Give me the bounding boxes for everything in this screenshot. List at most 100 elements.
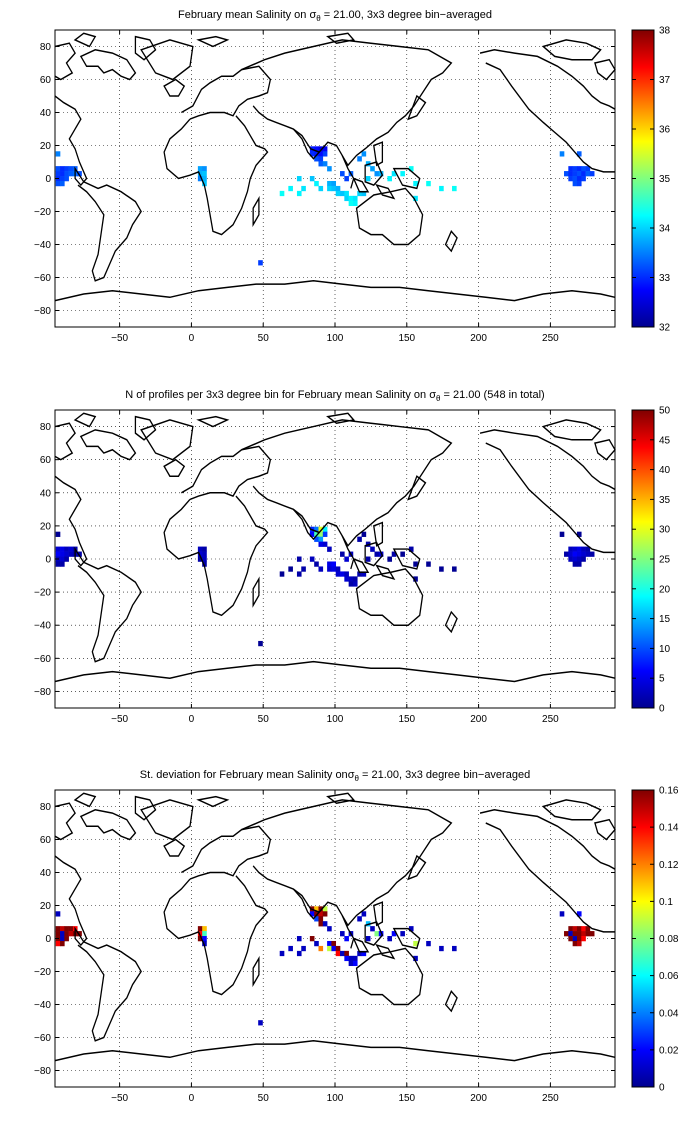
bin-cell <box>572 546 578 552</box>
bin-cell <box>322 526 328 532</box>
bin-cell <box>370 166 375 172</box>
bin-cell <box>327 926 332 932</box>
bin-cell <box>322 906 328 912</box>
bin-cell <box>55 561 61 567</box>
colorbar-tick-label: 10 <box>659 644 671 655</box>
bin-cell <box>318 921 324 927</box>
bin-cell <box>413 955 418 962</box>
bin-cell <box>309 936 315 942</box>
bin-cell <box>64 926 69 932</box>
bin-cell <box>64 546 69 552</box>
bin-cell <box>581 926 586 932</box>
bin-cell <box>581 546 586 552</box>
bin-cell <box>60 936 65 942</box>
bin-cell <box>202 171 207 177</box>
bin-cell <box>344 571 349 577</box>
y-tick-label: 80 <box>40 422 52 433</box>
bin-cell <box>564 171 569 177</box>
bin-cell <box>296 936 302 942</box>
y-tick-label: −80 <box>34 1066 51 1077</box>
colorbar-tick-label: 36 <box>659 125 671 136</box>
bin-cell <box>331 180 337 187</box>
bin-cell <box>348 960 354 967</box>
x-tick-label: 100 <box>327 333 344 344</box>
bin-cell <box>60 940 65 947</box>
bin-cell <box>413 576 418 582</box>
bin-cell <box>68 546 74 552</box>
colorbar-tick-label: 35 <box>659 495 671 506</box>
colorbar-tick-label: 40 <box>659 465 671 476</box>
x-tick-label: −50 <box>111 333 128 344</box>
bin-cell <box>327 566 332 572</box>
bin-cell <box>197 546 203 552</box>
bin-cell <box>357 190 362 197</box>
bin-cell <box>581 936 586 942</box>
x-tick-label: 250 <box>542 333 559 344</box>
bin-cell <box>576 931 582 937</box>
y-tick-label: 60 <box>40 835 52 846</box>
bin-cell <box>559 531 565 537</box>
bin-cell <box>357 950 362 957</box>
colorbar-tick-label: 15 <box>659 614 671 625</box>
bin-cell <box>77 171 82 177</box>
bin-cell <box>572 556 578 562</box>
bin-cell <box>344 955 349 962</box>
bin-cell <box>202 166 207 172</box>
bin-cell <box>357 536 362 542</box>
bin-cell <box>197 176 203 182</box>
chart-title: February mean Salinity on σθ = 21.00, 3x… <box>178 9 492 23</box>
bin-cell <box>197 936 203 942</box>
colorbar-tick-label: 0 <box>659 1083 665 1094</box>
bin-cell <box>361 571 367 577</box>
bin-cell <box>374 551 380 557</box>
bin-cell <box>408 926 414 932</box>
colorbar-tick-label: 0.04 <box>659 1008 679 1019</box>
colorbar-tick-label: 37 <box>659 75 671 86</box>
bin-cell <box>68 926 74 932</box>
bin-cell <box>344 190 349 197</box>
bin-cell <box>585 926 591 932</box>
y-tick-label: 40 <box>40 488 52 499</box>
y-tick-label: 80 <box>40 42 52 53</box>
bin-cell <box>202 551 207 557</box>
x-tick-label: 250 <box>542 1093 559 1104</box>
x-tick-label: 50 <box>258 333 270 344</box>
bin-cell <box>413 940 418 947</box>
bin-cell <box>318 916 324 922</box>
bin-cell <box>585 171 591 177</box>
bin-cell <box>568 171 573 177</box>
colorbar-tick-label: 0.12 <box>659 860 679 871</box>
bin-cell <box>572 176 578 182</box>
bin-cell <box>335 566 341 572</box>
bin-cell <box>68 166 74 172</box>
bin-cell <box>344 936 349 942</box>
bin-cell <box>55 931 61 937</box>
bin-cell <box>400 931 405 937</box>
bin-cell <box>55 911 61 917</box>
y-tick-label: −60 <box>34 654 51 665</box>
bin-cell <box>568 166 573 172</box>
bin-cell <box>318 146 324 152</box>
y-tick-label: 40 <box>40 868 52 879</box>
bin-cell <box>279 571 285 577</box>
bin-cell <box>340 171 345 177</box>
bin-cell <box>576 556 582 562</box>
bin-cell <box>327 166 332 172</box>
colorbar-tick-label: 0.08 <box>659 934 679 945</box>
bin-cell <box>581 556 586 562</box>
bin-cell <box>568 926 573 932</box>
bin-cell <box>301 945 306 952</box>
x-tick-label: −50 <box>111 1093 128 1104</box>
bin-cell <box>279 950 285 957</box>
bin-cell <box>576 911 582 917</box>
bin-cell <box>576 926 582 932</box>
bin-cell <box>344 556 349 562</box>
y-tick-label: −80 <box>34 306 51 317</box>
colorbar-tick-label: 33 <box>659 273 671 284</box>
colorbar-tick-label: 0.16 <box>659 786 679 797</box>
x-tick-label: 100 <box>327 714 344 725</box>
bin-cell <box>340 551 345 557</box>
bin-cell <box>197 166 203 172</box>
bin-cell <box>314 180 319 187</box>
